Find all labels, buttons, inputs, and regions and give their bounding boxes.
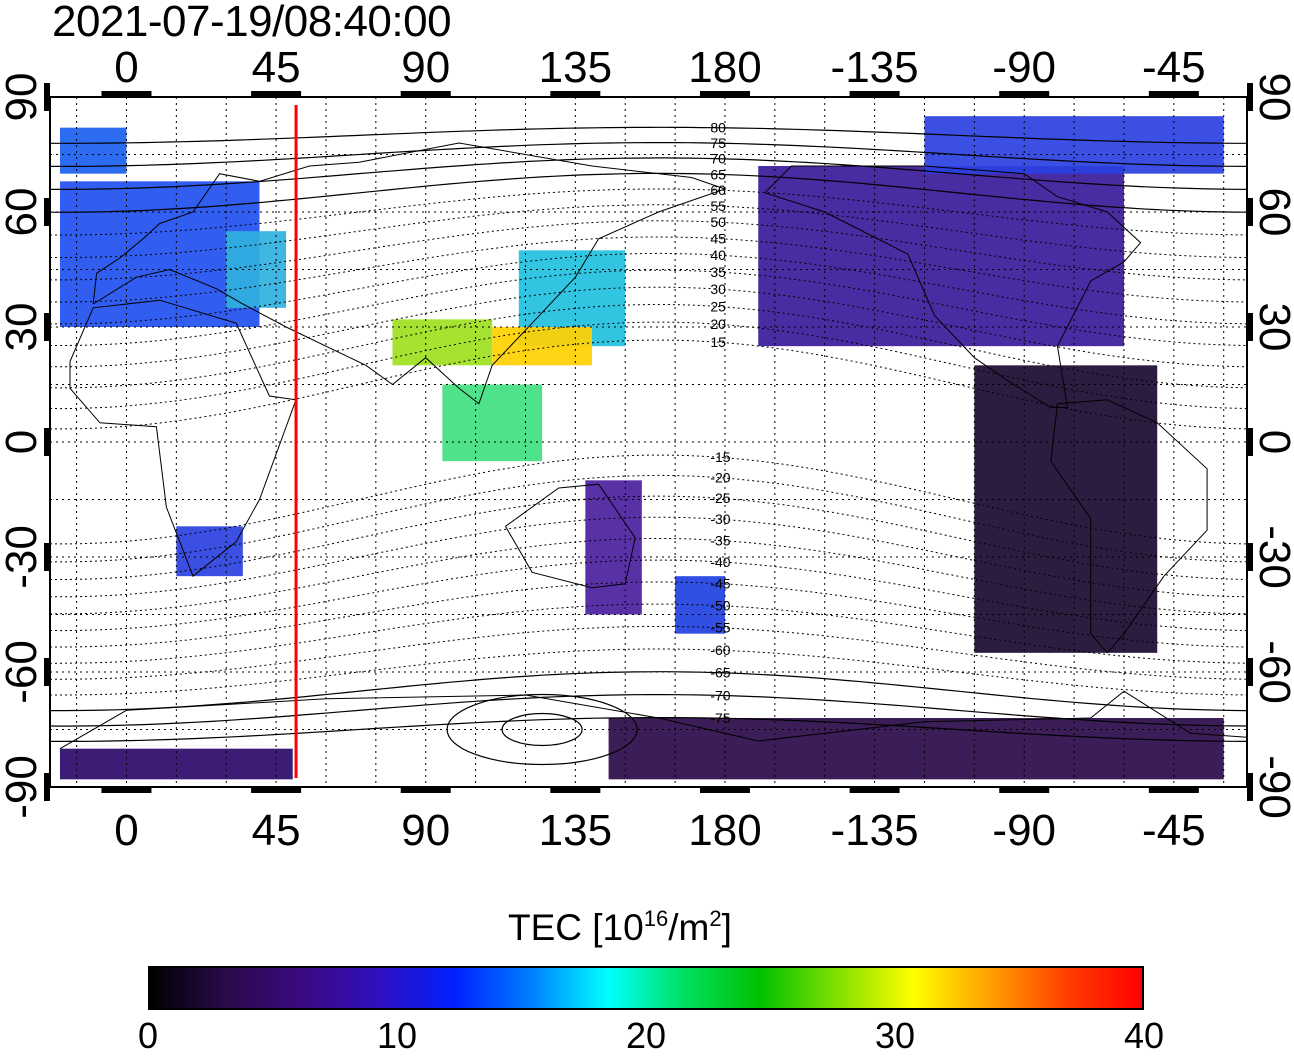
mlat-label: -25 [710, 490, 730, 506]
x-bottom-tick-label: -135 [831, 806, 919, 855]
tec-region-australia [675, 576, 725, 634]
mlat-label: 40 [710, 247, 726, 263]
colorbar-title: TEC [1016/m2] [508, 906, 732, 948]
x-bottom-tick-label: 45 [252, 806, 301, 855]
mlat-label: -15 [710, 449, 730, 465]
x-bottom-tick-label: 180 [688, 806, 761, 855]
x-top-tick-label: 0 [114, 43, 138, 92]
mlat-label: -30 [710, 511, 730, 527]
axis-labels: 0045459090135135180180-135-135-90-90-45-… [0, 43, 1294, 855]
colorbar-tick-label: 30 [874, 1015, 916, 1056]
mlat-label: 50 [710, 214, 726, 230]
tec-region-china-south [442, 384, 543, 462]
mlat-label: 25 [710, 299, 726, 315]
x-bottom-tick-label: 90 [401, 806, 450, 855]
colorbar-tick-label: 0 [137, 1015, 159, 1056]
mlat-label: 20 [710, 316, 726, 332]
mlat-label: -55 [710, 620, 730, 636]
y-right-tick-label: -90 [1250, 755, 1294, 819]
mlat-label: 30 [710, 281, 726, 297]
axis-ticks [44, 83, 1253, 801]
x-top-tick-label: 90 [401, 43, 450, 92]
x-top-tick-label: -90 [992, 43, 1056, 92]
coastlines [59, 142, 1247, 750]
tec-region-south-america [974, 365, 1158, 653]
mlat-label: -40 [710, 554, 730, 570]
y-right-tick-label: -30 [1250, 525, 1294, 589]
colorbar-tick-label: 20 [625, 1015, 667, 1056]
x-top-tick-label: -135 [831, 43, 919, 92]
y-right-tick-label: 30 [1250, 303, 1294, 352]
tec-region-australia [176, 526, 243, 577]
y-left-tick-label: -60 [0, 640, 46, 704]
mlat-label: -45 [710, 576, 730, 592]
tec-region-europe [226, 231, 287, 308]
x-bottom-tick-label: -90 [992, 806, 1056, 855]
mlat-label: 45 [710, 231, 726, 247]
y-left-tick-label: 30 [0, 303, 46, 352]
mlat-label: -20 [710, 470, 730, 486]
tec-region-antarctica [608, 718, 1224, 780]
magnetic-latitude-contours [50, 126, 1247, 766]
mlat-label: 65 [710, 166, 726, 182]
y-left-tick-label: 60 [0, 188, 46, 237]
tec-region-china-south [492, 327, 592, 366]
tec-region-australia [585, 480, 642, 615]
mlat-label: 15 [710, 334, 726, 350]
timestamp-title: 2021-07-19/08:40:00 [52, 0, 452, 46]
y-right-tick-label: 0 [1250, 430, 1294, 454]
tec-colorbar [148, 966, 1144, 1010]
y-left-tick-label: 0 [0, 430, 46, 454]
x-top-tick-label: 135 [539, 43, 612, 92]
x-top-tick-label: 180 [688, 43, 761, 92]
y-left-tick-label: -90 [0, 755, 46, 819]
y-right-tick-label: 90 [1250, 73, 1294, 122]
colorbar-tick-label: 10 [376, 1015, 418, 1056]
x-top-tick-label: 45 [252, 43, 301, 92]
mlat-label: -70 [710, 687, 730, 703]
tec-map-figure: 0045459090135135180180-135-135-90-90-45-… [0, 43, 1294, 855]
mlat-label: 75 [710, 135, 726, 151]
y-left-tick-label: 90 [0, 73, 46, 122]
mlat-label: -60 [710, 642, 730, 658]
mlat-label: 60 [710, 182, 726, 198]
mlat-label: -35 [710, 532, 730, 548]
mlat-label: 55 [710, 198, 726, 214]
mlat-label: 70 [710, 151, 726, 167]
mlat-label: 80 [710, 120, 726, 136]
mlat-label: -50 [710, 598, 730, 614]
tec-region-china-south [392, 319, 493, 366]
y-left-tick-label: -30 [0, 525, 46, 589]
x-top-tick-label: -45 [1142, 43, 1206, 92]
y-right-tick-label: 60 [1250, 188, 1294, 237]
tec-region-north-america [758, 166, 1124, 347]
mlat-label: -65 [710, 665, 730, 681]
x-bottom-tick-label: 0 [114, 806, 138, 855]
colorbar-tick-label: 40 [1123, 1015, 1165, 1056]
x-bottom-tick-label: -45 [1142, 806, 1206, 855]
mlat-label: -75 [710, 710, 730, 726]
x-bottom-tick-label: 135 [539, 806, 612, 855]
mlat-label: 35 [710, 264, 726, 280]
y-right-tick-label: -60 [1250, 640, 1294, 704]
